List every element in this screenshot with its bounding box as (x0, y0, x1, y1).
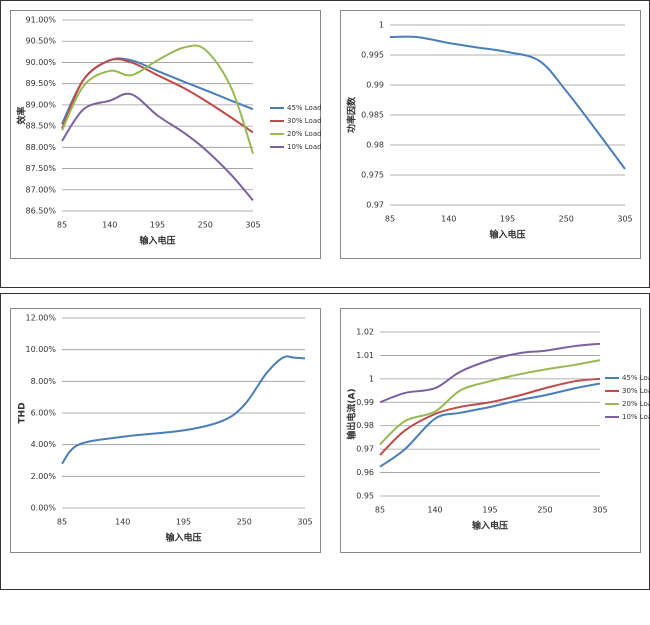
x-tick-label: 305 (245, 221, 260, 230)
x-axis-title: 输入电压 (165, 532, 201, 544)
chart-frame (10, 10, 321, 259)
chart-frame (340, 308, 641, 553)
x-tick-label: 195 (482, 506, 497, 515)
x-axis-title: 输入电压 (489, 229, 525, 241)
y-tick-label: 88.50% (25, 122, 56, 131)
x-tick-label: 195 (176, 518, 191, 527)
series-line (379, 377, 601, 456)
x-tick-label: 140 (115, 518, 130, 527)
x-tick-label: 85 (385, 215, 395, 224)
y-tick-label: 4.00% (31, 440, 57, 449)
legend-label: 30% Load (287, 117, 322, 125)
y-tick-label: 1 (379, 21, 384, 30)
series-line (61, 92, 254, 202)
y-tick-label: 1.02 (356, 328, 374, 337)
y-axis-title: 输出电流(A) (346, 388, 358, 439)
y-tick-label: 1 (369, 374, 374, 383)
x-tick-label: 85 (57, 221, 67, 230)
y-tick-label: 0.00% (31, 504, 57, 513)
x-tick-label: 140 (102, 221, 117, 230)
x-tick-label: 250 (198, 221, 213, 230)
series-line (379, 342, 601, 404)
x-tick-label: 305 (592, 506, 607, 515)
y-axis-title: THD (18, 402, 28, 423)
x-tick-label: 250 (559, 215, 574, 224)
y-tick-label: 12.00% (25, 314, 56, 323)
chart-frame (10, 308, 321, 553)
y-tick-label: 0.98 (366, 141, 384, 150)
y-axis-title: 效率 (16, 106, 28, 124)
y-tick-label: 91.00% (25, 16, 56, 25)
y-tick-label: 0.99 (366, 81, 384, 90)
y-tick-label: 90.00% (25, 58, 56, 67)
y-tick-label: 87.00% (25, 185, 56, 194)
x-tick-label: 250 (237, 518, 252, 527)
y-tick-label: 87.50% (25, 164, 56, 173)
y-tick-label: 90.50% (25, 37, 56, 46)
y-tick-label: 0.97 (356, 445, 374, 454)
series-line (61, 44, 254, 155)
legend-label: 45% Load (622, 374, 650, 382)
y-tick-label: 89.50% (25, 79, 56, 88)
y-tick-label: 0.985 (361, 111, 384, 120)
x-tick-label: 140 (427, 506, 442, 515)
series-line (379, 382, 601, 468)
y-tick-label: 1.01 (356, 351, 374, 360)
y-tick-label: 86.50% (25, 207, 56, 216)
legend-label: 30% Load (622, 387, 650, 395)
series-line (61, 355, 306, 465)
y-tick-label: 0.975 (361, 171, 384, 180)
legend-label: 45% Load (287, 104, 322, 112)
series-line (379, 359, 601, 446)
legend-label: 10% Load (287, 143, 322, 151)
y-tick-label: 0.95 (356, 492, 374, 501)
series-line (389, 35, 626, 170)
x-axis-title: 输入电压 (472, 520, 508, 532)
x-tick-label: 250 (537, 506, 552, 515)
x-tick-label: 195 (500, 215, 515, 224)
y-tick-label: 0.98 (356, 421, 374, 430)
y-tick-label: 10.00% (25, 345, 56, 354)
y-tick-label: 0.97 (366, 201, 384, 210)
x-tick-label: 85 (57, 518, 67, 527)
y-tick-label: 88.00% (25, 143, 56, 152)
y-tick-label: 89.00% (25, 100, 56, 109)
x-tick-label: 85 (375, 506, 385, 515)
x-tick-label: 305 (297, 518, 312, 527)
x-tick-label: 195 (150, 221, 165, 230)
series-line (61, 58, 254, 134)
y-axis-title: 功率因数 (346, 96, 358, 133)
y-tick-label: 0.995 (361, 51, 384, 60)
y-tick-label: 6.00% (31, 409, 57, 418)
y-tick-label: 0.96 (356, 468, 374, 477)
y-tick-label: 0.99 (356, 398, 374, 407)
x-tick-label: 305 (617, 215, 632, 224)
x-axis-title: 输入电压 (139, 235, 175, 247)
legend-label: 20% Load (622, 400, 650, 408)
x-tick-label: 140 (441, 215, 456, 224)
chart-frame (340, 10, 641, 259)
y-tick-label: 8.00% (31, 377, 57, 386)
legend-label: 10% Load (622, 413, 650, 421)
legend-label: 20% Load (287, 130, 322, 138)
y-tick-label: 2.00% (31, 472, 57, 481)
